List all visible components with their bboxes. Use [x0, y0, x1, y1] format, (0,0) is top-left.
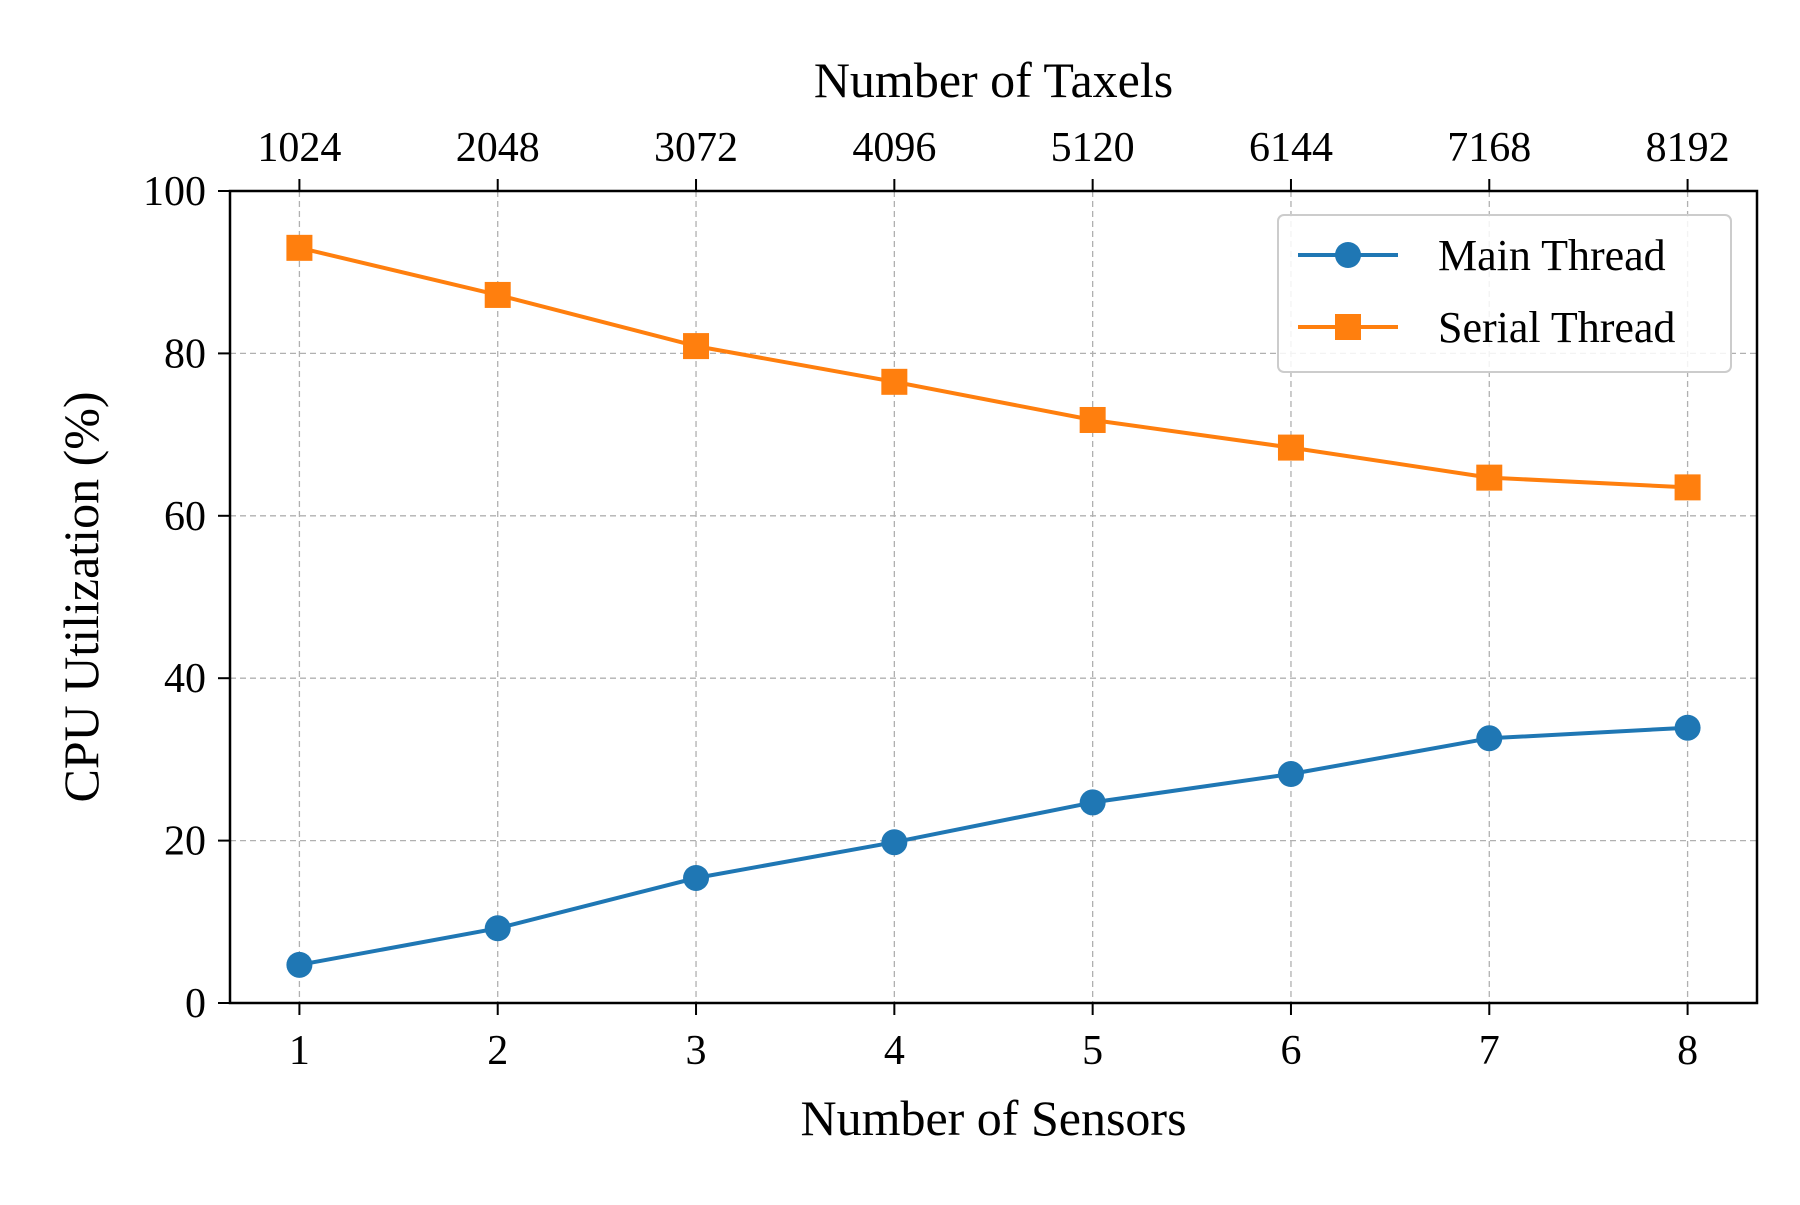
x-tick-label: 3: [686, 1028, 707, 1074]
data-point-circle: [683, 864, 710, 891]
x-tick-label: 8: [1677, 1028, 1698, 1074]
data-point-circle: [1277, 761, 1304, 788]
data-point-circle: [286, 951, 313, 978]
series-line-0: [297, 725, 1690, 967]
data-point-square: [683, 333, 710, 360]
top-x-tick-label: 7168: [1447, 125, 1531, 171]
data-point-circle: [1674, 714, 1701, 741]
series-line-1: [297, 245, 1690, 490]
x-tick-label: 6: [1280, 1028, 1301, 1074]
data-point-square: [1674, 474, 1701, 501]
top-x-tick-label: 5120: [1051, 125, 1135, 171]
data-point-square: [1476, 464, 1503, 491]
grid-layer: [230, 191, 1757, 1003]
top-x-tick-label: 8192: [1646, 125, 1730, 171]
legend: Main Thread Serial Thread: [1277, 214, 1732, 373]
top-x-tick-label: 2048: [456, 125, 540, 171]
data-point-circle: [881, 829, 908, 856]
top-x-axis-title: Number of Taxels: [814, 52, 1173, 108]
data-point-square: [1277, 434, 1304, 461]
data-point-square: [286, 234, 313, 261]
top-x-tick-label: 1024: [257, 125, 341, 171]
y-tick-label: 80: [164, 331, 206, 377]
legend-items: Main Thread Serial Thread: [1298, 231, 1675, 352]
x-tick-label: 7: [1479, 1028, 1500, 1074]
y-tick-label: 0: [185, 981, 206, 1027]
legend-label: Main Thread: [1438, 231, 1666, 280]
x-tick-label: 4: [884, 1028, 905, 1074]
y-tick-label: 40: [164, 656, 206, 702]
legend-marker-circle: [1335, 242, 1361, 268]
data-point-square: [881, 368, 908, 395]
data-point-square: [1079, 406, 1106, 433]
top-x-tick-label: 6144: [1249, 125, 1333, 171]
legend-marker-square: [1335, 314, 1361, 340]
x-tick-label: 5: [1082, 1028, 1103, 1074]
ticks-layer: 1 1024 2 2048 3 3072 4 4096 5 5120 6 6144 7 7168 8 8192…: [143, 125, 1730, 1074]
y-tick-label: 20: [164, 819, 206, 865]
data-point-circle: [484, 915, 511, 942]
y-axis-title: CPU Utilization (%): [53, 391, 109, 802]
top-x-tick-label: 3072: [654, 125, 738, 171]
x-tick-label: 1: [289, 1028, 310, 1074]
series-layer: [286, 234, 1701, 978]
data-point-circle: [1476, 725, 1503, 752]
x-axis-title: Number of Sensors: [800, 1090, 1186, 1146]
data-point-circle: [1079, 789, 1106, 816]
legend-label: Serial Thread: [1438, 303, 1675, 352]
y-tick-label: 60: [164, 494, 206, 540]
top-x-tick-label: 4096: [852, 125, 936, 171]
y-tick-label: 100: [143, 169, 206, 215]
data-point-square: [484, 281, 511, 308]
x-tick-label: 2: [487, 1028, 508, 1074]
plot-area-frame: [228, 189, 1759, 1005]
